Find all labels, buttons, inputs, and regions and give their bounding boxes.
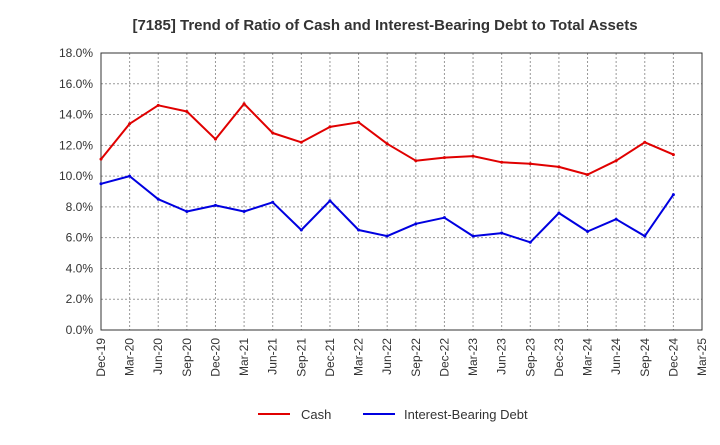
series: [99, 102, 675, 244]
data-point: [357, 228, 361, 232]
y-tick-label: 10.0%: [59, 169, 93, 183]
x-tick-label: Mar-20: [123, 338, 137, 376]
plot-border: [100, 52, 703, 331]
data-point: [385, 234, 389, 238]
data-point: [414, 159, 418, 163]
x-tick-label: Dec-23: [552, 338, 566, 377]
data-point: [156, 197, 160, 201]
x-tick-label: Sep-24: [638, 338, 652, 377]
data-point: [528, 240, 532, 244]
data-point: [213, 203, 217, 207]
data-point: [242, 102, 246, 106]
x-tick-label: Dec-19: [94, 338, 108, 377]
legend-label: Cash: [301, 407, 331, 422]
data-point: [328, 125, 332, 129]
data-point: [128, 174, 132, 178]
data-point: [156, 103, 160, 107]
data-point: [557, 165, 561, 169]
x-tick-label: Dec-22: [437, 338, 451, 377]
data-point: [271, 200, 275, 204]
data-point: [328, 199, 332, 203]
x-tick-label: Mar-25: [695, 338, 709, 376]
x-tick-label: Jun-24: [609, 338, 623, 375]
data-point: [557, 211, 561, 215]
x-tick-label: Jun-22: [380, 338, 394, 375]
x-tick-label: Dec-21: [323, 338, 337, 377]
data-point: [128, 122, 132, 126]
data-point: [213, 137, 217, 141]
data-point: [586, 173, 590, 177]
x-tick-label: Jun-21: [266, 338, 280, 375]
data-point: [99, 182, 103, 186]
data-point: [299, 228, 303, 232]
legend-label: Interest-Bearing Debt: [404, 407, 528, 422]
x-tick-label: Dec-20: [208, 338, 222, 377]
y-tick-label: 4.0%: [66, 261, 94, 275]
data-point: [442, 156, 446, 160]
data-point: [614, 159, 618, 163]
y-tick-label: 14.0%: [59, 108, 93, 122]
data-point: [471, 234, 475, 238]
data-point: [500, 231, 504, 235]
x-tick-label: Jun-23: [495, 338, 509, 375]
x-tick-label: Sep-20: [180, 338, 194, 377]
data-point: [528, 162, 532, 166]
data-point: [414, 222, 418, 226]
x-tick-label: Mar-21: [237, 338, 251, 376]
data-point: [185, 210, 189, 214]
data-point: [271, 131, 275, 135]
data-point: [643, 140, 647, 144]
data-point: [643, 234, 647, 238]
data-point: [671, 153, 675, 157]
x-tick-label: Sep-22: [409, 338, 423, 377]
legend: Cash Interest-Bearing Debt: [258, 407, 528, 422]
y-tick-label: 12.0%: [59, 138, 93, 152]
data-point: [242, 210, 246, 214]
y-tick-label: 6.0%: [66, 231, 94, 245]
y-tick-label: 2.0%: [66, 292, 94, 306]
data-point: [99, 157, 103, 161]
x-tick-label: Mar-24: [581, 338, 595, 376]
data-point: [185, 109, 189, 113]
data-point: [671, 193, 675, 197]
grid: [101, 53, 702, 330]
x-tick-label: Sep-21: [294, 338, 308, 377]
y-tick-label: 16.0%: [59, 77, 93, 91]
data-point: [299, 140, 303, 144]
y-tick-label: 18.0%: [59, 46, 93, 60]
x-tick-label: Dec-24: [666, 338, 680, 377]
data-point: [500, 160, 504, 164]
axes: 0.0% 2.0% 4.0% 6.0% 8.0% 10.0% 12.0% 14.0% 16.0%…: [59, 46, 709, 377]
y-tick-label: 8.0%: [66, 200, 94, 214]
data-point: [357, 120, 361, 124]
data-point: [385, 142, 389, 146]
plot-area: [101, 53, 702, 330]
x-tick-label: Sep-23: [523, 338, 537, 377]
data-point: [442, 216, 446, 220]
chart-title: [7185] Trend of Ratio of Cash and Intere…: [132, 17, 637, 34]
x-tick-label: Mar-23: [466, 338, 480, 376]
y-tick-label: 0.0%: [66, 323, 94, 337]
data-point: [586, 230, 590, 234]
data-point: [614, 217, 618, 221]
x-tick-label: Mar-22: [352, 338, 366, 376]
data-point: [471, 154, 475, 158]
x-tick-label: Jun-20: [151, 338, 165, 375]
